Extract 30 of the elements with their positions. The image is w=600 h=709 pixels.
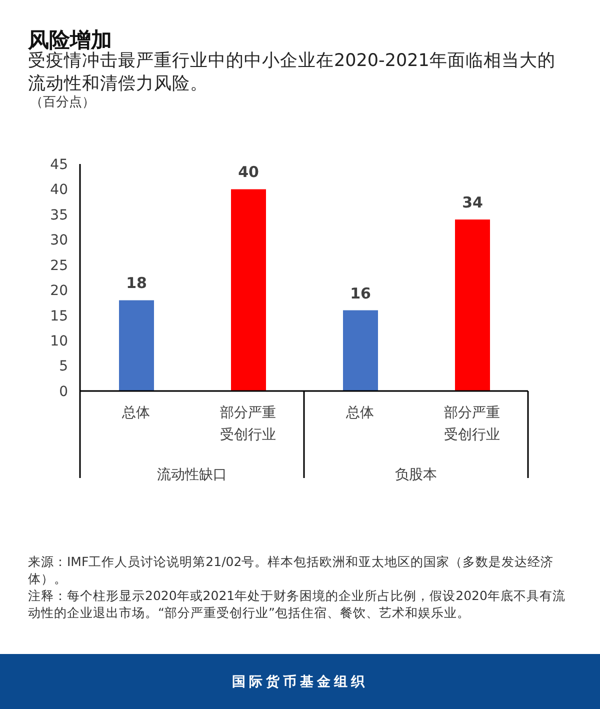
text: 负股本: [395, 467, 437, 483]
y-tick-label: 15: [50, 308, 68, 324]
y-axis-title: （百分点）: [30, 94, 95, 111]
y-tick-label: 35: [50, 207, 68, 224]
chart-title: 风险增加: [28, 27, 112, 52]
x-tick-label: 部分严重受创行业: [220, 405, 276, 443]
bar: [119, 300, 154, 391]
data-label: 18: [126, 274, 147, 292]
y-tick-label: 10: [50, 334, 68, 350]
source-note: 来源：IMF工作人员讨论说明第21/02号。样本包括欧洲和亚太地区的国家（多数是发达经济体）。: [28, 553, 555, 587]
text: 流动性缺口: [157, 467, 227, 483]
y-tick-label: 0: [59, 384, 68, 400]
y-tick-label: 20: [50, 283, 68, 300]
chart-subtitle: 受疫情冲击最严重行业中的中小企业在2020-2021年面临相当大的流动性和清偿力风险。: [28, 50, 556, 95]
text: 注释：每个柱形显示2020年或2021年处于财务困境的企业所占比例，假设2020年底不具有流动性的企业退出市场。“部分严重受创行业”包括住宿、餐饮、艺术和娱乐业。: [28, 587, 566, 621]
bar: [343, 310, 378, 391]
x-tick-label: 总体: [121, 405, 150, 421]
data-label: 34: [462, 193, 483, 212]
bar: [231, 189, 266, 391]
y-tick-label: 40: [50, 182, 68, 198]
y-tick-label: 5: [59, 358, 68, 375]
x-tick-label: 部分严重受创行业: [444, 405, 500, 443]
y-tick-label: 25: [50, 258, 68, 274]
footer-banner: 国际货币基金组织: [0, 654, 600, 709]
data-label: 40: [238, 163, 259, 182]
bar: [455, 219, 490, 391]
y-tick-label: 45: [50, 156, 68, 173]
x-tick-label: 总体: [345, 405, 374, 421]
data-label: 16: [350, 284, 371, 302]
y-tick-label: 30: [50, 232, 68, 249]
